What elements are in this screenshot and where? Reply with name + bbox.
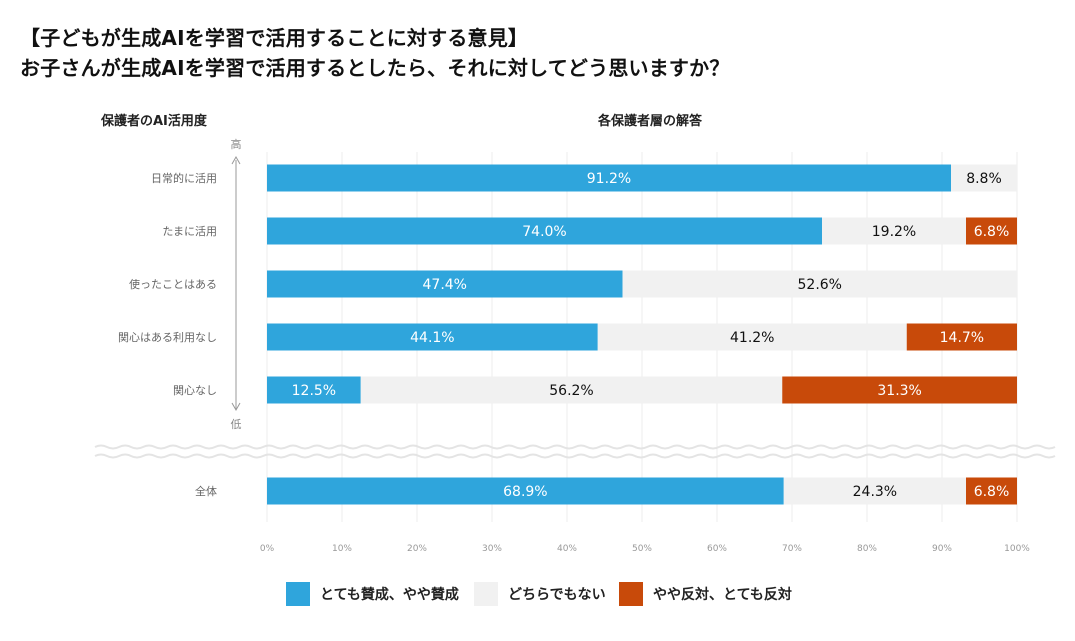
separator-wave (94, 453, 1056, 459)
x-tick-label: 10% (332, 544, 352, 554)
axis-low-label: 低 (231, 418, 242, 431)
chart-title: 【子どもが生成AIを学習で活用することに対する意見】 (20, 26, 529, 50)
x-tick-label: 80% (857, 544, 877, 554)
left-column-header: 保護者のAI活用度 (101, 114, 207, 129)
category-label: 全体 (195, 484, 217, 498)
bar-segment (267, 217, 822, 245)
data-label: 6.8% (974, 484, 1010, 500)
legend-label-disagree: やや反対、とても反対 (653, 587, 792, 603)
data-label: 56.2% (549, 383, 593, 399)
data-label: 6.8% (974, 224, 1010, 240)
category-label: 日常的に活用 (151, 171, 217, 185)
arrow-up-icon (231, 155, 241, 165)
legend-item-agree: とても賛成、やや賛成 (286, 582, 459, 606)
legend-swatch-neutral (474, 582, 498, 606)
bar-segment (822, 217, 966, 245)
x-tick-label: 0% (260, 544, 275, 554)
arrow-down-icon (231, 402, 241, 412)
bar-segment (622, 270, 1017, 298)
legend-swatch-agree (286, 582, 310, 606)
data-label: 68.9% (503, 484, 547, 500)
chart-subtitle: お子さんが生成AIを学習で活用するとしたら、それに対してどう思いますか？ (20, 56, 730, 80)
data-label: 74.0% (522, 224, 566, 240)
x-tick-label: 50% (632, 544, 652, 554)
separator-wave (94, 444, 1056, 450)
bar-segment (951, 164, 1017, 192)
data-label: 14.7% (940, 330, 984, 346)
legend-item-neutral: どちらでもない (474, 582, 606, 606)
bar-segment (597, 323, 907, 351)
x-tick-label: 20% (407, 544, 427, 554)
category-label: 関心なし (173, 384, 217, 397)
category-label: たまに活用 (162, 225, 217, 238)
data-label: 24.3% (853, 484, 897, 500)
x-tick-label: 40% (557, 544, 577, 554)
bar-segment (267, 376, 361, 404)
data-label: 52.6% (798, 277, 842, 293)
bar-segment (267, 323, 598, 351)
bar-segment (267, 270, 623, 298)
data-label: 91.2% (587, 171, 631, 187)
bar-segment (783, 477, 966, 505)
x-tick-label: 60% (707, 544, 727, 554)
bar-segment (267, 477, 784, 505)
data-label: 44.1% (410, 330, 454, 346)
x-tick-label: 70% (782, 544, 802, 554)
bar-segment (966, 217, 1017, 245)
legend-label-neutral: どちらでもない (508, 587, 606, 603)
data-label: 8.8% (966, 171, 1002, 187)
bar-segment (966, 477, 1017, 505)
bar-segment (360, 376, 783, 404)
x-tick-label: 90% (932, 544, 952, 554)
legend-item-disagree: やや反対、とても反対 (619, 582, 792, 606)
data-label: 19.2% (872, 224, 916, 240)
x-tick-label: 100% (1004, 544, 1030, 554)
data-label: 41.2% (730, 330, 774, 346)
legend-swatch-disagree (619, 582, 643, 606)
stacked-bar-chart: 高低 日常的に活用 91.2% 8.8% たまに活用 74.0% 19.2% 6.8% 使ったこ… (94, 137, 1056, 554)
x-tick-label: 30% (482, 544, 502, 554)
legend-label-agree: とても賛成、やや賛成 (320, 587, 459, 603)
bar-segment (782, 376, 1017, 404)
data-label: 47.4% (423, 277, 467, 293)
legend: とても賛成、やや賛成 どちらでもない やや反対、とても反対 (0, 582, 1075, 610)
right-column-header: 各保護者層の解答 (598, 114, 703, 129)
bar-segment (906, 323, 1017, 351)
data-label: 31.3% (877, 383, 921, 399)
category-label: 使ったことはある (129, 278, 217, 291)
axis-high-label: 高 (231, 137, 242, 151)
data-label: 12.5% (292, 383, 336, 399)
bar-segment (267, 164, 951, 192)
category-label: 関心はある利用なし (118, 331, 217, 344)
